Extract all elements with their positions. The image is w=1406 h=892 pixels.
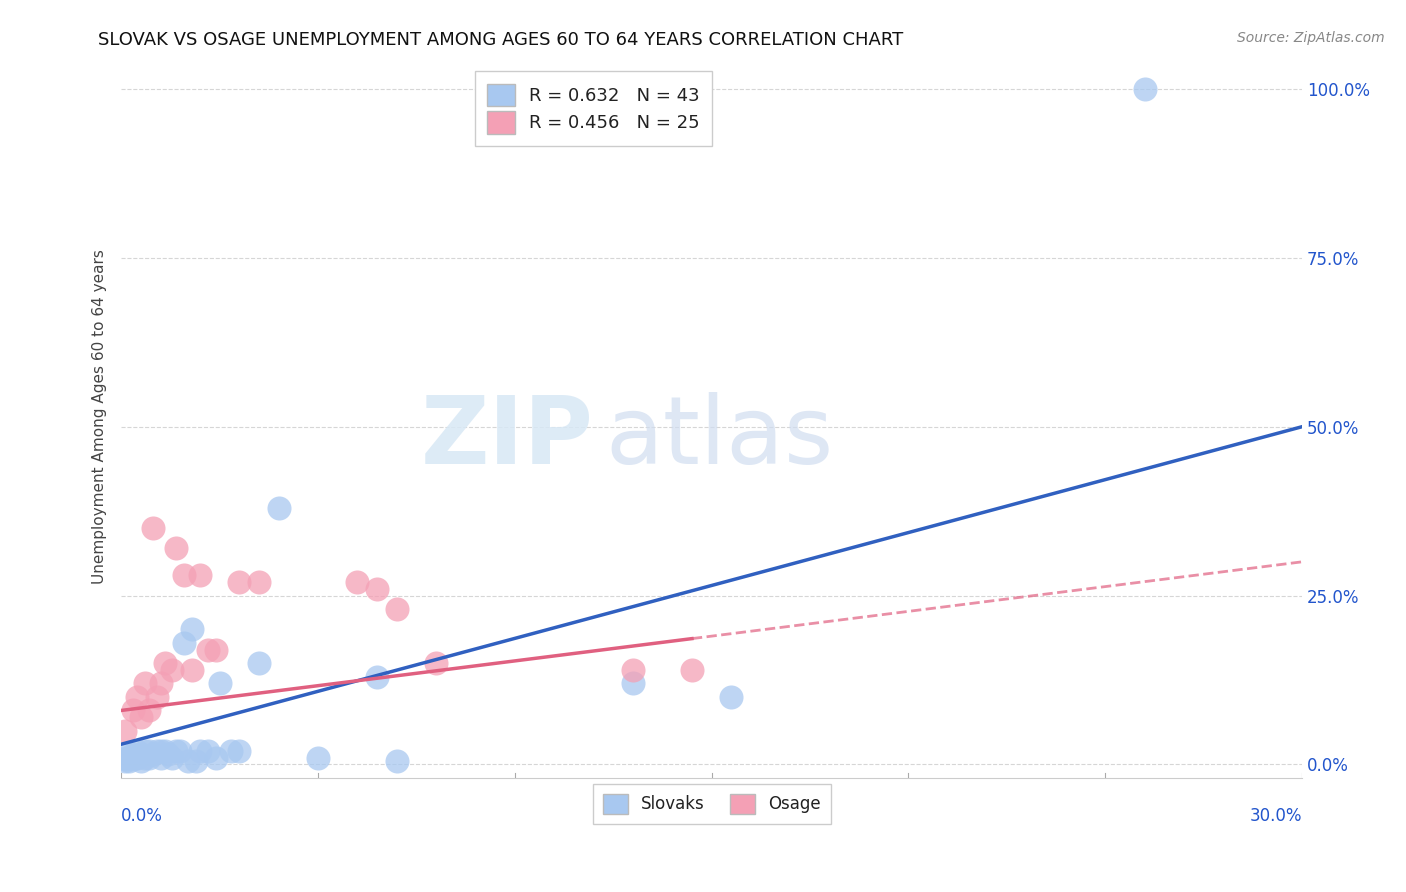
Point [228, 575, 250, 590]
Point [134, 750, 156, 764]
Point [681, 663, 703, 677]
Point [114, 750, 136, 764]
Point [228, 744, 250, 758]
Legend: Slovaks, Osage: Slovaks, Osage [592, 783, 831, 824]
Text: 0.0%: 0.0% [121, 807, 163, 825]
Point [142, 747, 165, 762]
Point [118, 747, 141, 762]
Point [134, 744, 156, 758]
Point [197, 642, 219, 657]
Point [197, 744, 219, 758]
Point [138, 744, 160, 758]
Point [122, 752, 145, 766]
Text: Source: ZipAtlas.com: Source: ZipAtlas.com [1237, 31, 1385, 45]
Point [366, 670, 388, 684]
Point [346, 575, 368, 590]
Point [307, 750, 329, 764]
Point [173, 568, 195, 582]
Point [138, 750, 160, 764]
Point [621, 676, 644, 690]
Point [162, 663, 184, 677]
Point [720, 690, 742, 704]
Point [621, 663, 644, 677]
Point [177, 754, 200, 768]
Point [204, 750, 226, 764]
Text: atlas: atlas [606, 392, 834, 484]
Point [165, 541, 187, 556]
Point [134, 676, 156, 690]
Point [149, 744, 172, 758]
Point [118, 750, 141, 764]
Point [114, 754, 136, 768]
Point [385, 754, 408, 768]
Text: ZIP: ZIP [420, 392, 593, 484]
Point [165, 744, 187, 758]
Text: 30.0%: 30.0% [1250, 807, 1302, 825]
Point [153, 656, 176, 670]
Point [184, 754, 207, 768]
Point [247, 656, 270, 670]
Point [169, 744, 191, 758]
Point [153, 744, 176, 758]
Point [366, 582, 388, 596]
Point [162, 750, 184, 764]
Point [208, 676, 231, 690]
Point [129, 754, 152, 768]
Point [1133, 82, 1156, 96]
Point [118, 754, 141, 768]
Point [125, 690, 148, 704]
Point [122, 703, 145, 717]
Point [129, 747, 152, 762]
Point [138, 703, 160, 717]
Point [157, 747, 180, 762]
Point [145, 690, 167, 704]
Point [247, 575, 270, 590]
Point [385, 602, 408, 616]
Point [125, 744, 148, 758]
Point [188, 568, 211, 582]
Point [425, 656, 447, 670]
Point [181, 623, 204, 637]
Point [221, 744, 243, 758]
Point [129, 710, 152, 724]
Point [145, 744, 167, 758]
Text: SLOVAK VS OSAGE UNEMPLOYMENT AMONG AGES 60 TO 64 YEARS CORRELATION CHART: SLOVAK VS OSAGE UNEMPLOYMENT AMONG AGES … [98, 31, 904, 49]
Point [149, 750, 172, 764]
Point [267, 500, 290, 515]
Point [122, 747, 145, 762]
Point [188, 744, 211, 758]
Y-axis label: Unemployment Among Ages 60 to 64 years: Unemployment Among Ages 60 to 64 years [93, 249, 107, 584]
Point [173, 636, 195, 650]
Point [149, 676, 172, 690]
Point [142, 521, 165, 535]
Point [204, 642, 226, 657]
Point [181, 663, 204, 677]
Point [114, 752, 136, 766]
Point [125, 750, 148, 764]
Point [114, 723, 136, 738]
